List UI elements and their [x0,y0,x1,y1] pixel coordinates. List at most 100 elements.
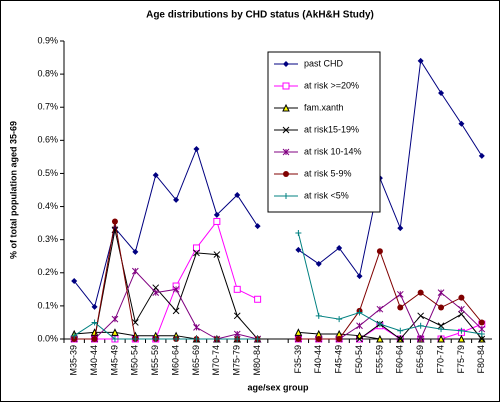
legend-box [267,51,381,213]
marker [458,305,465,313]
marker [417,312,425,320]
marker [396,290,404,298]
marker [111,218,118,225]
y-tick-label: 0.6% [37,135,58,145]
x-tick-label: M45-49 [109,345,119,376]
y-tick-label: 0.7% [37,102,58,112]
marker [172,285,180,293]
marker [478,319,485,326]
x-tick-label: F45-49 [334,345,344,374]
marker [254,295,262,303]
x-axis-title: age/sex group [247,382,309,392]
marker [376,305,384,313]
marker [282,148,290,156]
marker [111,315,119,323]
marker [152,289,160,296]
marker [376,321,383,328]
y-tick-label: 0.9% [37,35,58,45]
marker [437,289,445,296]
marker [294,328,303,336]
marker [283,171,289,177]
x-tick-label: F80-84 [476,345,486,374]
x-tick-label: M40-44 [89,345,99,376]
marker [132,336,139,342]
x-tick-label: F35-39 [293,345,303,374]
y-tick-label: 0.0% [37,333,58,343]
marker [336,316,343,323]
marker [173,336,180,342]
chart-title: Age distributions by CHD status (AkH&H S… [146,10,374,21]
marker [356,322,363,330]
marker [192,244,200,252]
marker [417,57,424,64]
marker [172,307,180,315]
marker [356,309,363,316]
x-tick-label: M65-69 [191,345,201,376]
marker [336,244,343,251]
marker [417,289,424,296]
marker [131,267,139,275]
marker [417,322,424,329]
marker [458,327,465,334]
x-tick-label: F50-54 [354,345,364,374]
marker [132,248,139,255]
marker [131,319,139,326]
legend-label: at risk 10-14% [304,146,362,156]
marker [397,304,404,311]
marker [213,211,220,218]
legend-label: past CHD [304,58,344,68]
marker [315,312,322,319]
marker [295,246,302,253]
x-tick-label: F55-59 [374,345,384,374]
marker [234,336,241,342]
marker [282,82,290,90]
marker [295,230,302,237]
marker [437,334,445,343]
marker [458,310,465,318]
marker [233,285,241,293]
legend-label: at risk >=20% [304,80,359,90]
marker [152,336,159,342]
x-tick-label: F75-79 [456,345,466,374]
marker [397,225,404,232]
marker [336,336,343,342]
marker [458,294,465,301]
marker [111,336,118,342]
series-line [73,232,482,340]
marker [295,336,302,342]
marker [193,324,200,331]
legend-label: at risk <5% [304,190,349,200]
x-tick-label: F40-44 [313,345,323,374]
y-tick-label: 0.1% [37,300,58,310]
marker [478,335,486,343]
marker [213,251,221,258]
marker [282,126,290,134]
marker [193,249,200,257]
x-tick-label: M60-64 [170,345,180,376]
marker [233,312,241,320]
marker [283,61,289,67]
marker [254,336,261,342]
marker [71,332,78,339]
marker [193,336,200,342]
marker [282,103,290,112]
marker [213,336,220,342]
marker [91,303,98,310]
y-tick-label: 0.8% [37,68,58,78]
marker [193,145,200,152]
marker [91,319,98,326]
y-tick-label: 0.4% [37,201,58,211]
x-tick-label: M80-84 [252,345,262,376]
y-tick-label: 0.5% [37,168,58,178]
y-axis-title: % of total population aged 35-69 [8,121,18,259]
marker [356,335,363,343]
marker [437,322,445,330]
x-tick-label: M75-79 [232,345,242,376]
legend-label: at risk15-19% [304,124,359,134]
marker [396,335,404,343]
x-tick-label: M70-74 [211,345,221,376]
x-tick-label: F60-64 [395,345,405,374]
marker [438,326,445,333]
